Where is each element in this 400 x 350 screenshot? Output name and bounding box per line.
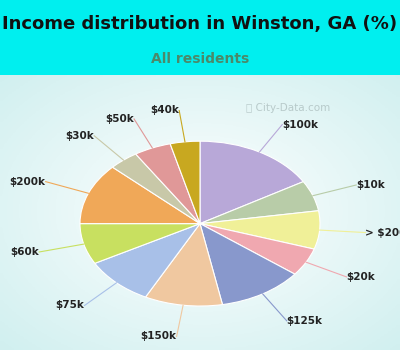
Text: $125k: $125k xyxy=(287,316,323,326)
Wedge shape xyxy=(200,182,318,224)
Wedge shape xyxy=(80,167,200,224)
Text: $10k: $10k xyxy=(356,180,385,190)
Wedge shape xyxy=(200,211,320,249)
Text: > $200k: > $200k xyxy=(366,228,400,238)
Wedge shape xyxy=(200,141,303,224)
Wedge shape xyxy=(136,144,200,224)
Text: $20k: $20k xyxy=(347,272,376,282)
Wedge shape xyxy=(80,224,200,263)
Text: $60k: $60k xyxy=(10,247,39,257)
Wedge shape xyxy=(200,224,295,304)
Wedge shape xyxy=(146,224,222,306)
Text: $30k: $30k xyxy=(66,131,94,141)
Text: $50k: $50k xyxy=(105,114,134,124)
Text: $200k: $200k xyxy=(10,177,46,187)
Text: Income distribution in Winston, GA (%): Income distribution in Winston, GA (%) xyxy=(2,15,398,33)
Text: All residents: All residents xyxy=(151,52,249,66)
Text: $100k: $100k xyxy=(282,120,318,130)
Text: ⓘ City-Data.com: ⓘ City-Data.com xyxy=(246,103,330,113)
Wedge shape xyxy=(170,141,200,224)
Text: $150k: $150k xyxy=(141,331,177,342)
Text: $75k: $75k xyxy=(56,301,84,310)
Wedge shape xyxy=(112,154,200,224)
Text: $40k: $40k xyxy=(150,105,179,116)
Wedge shape xyxy=(95,224,200,297)
Wedge shape xyxy=(200,224,314,274)
